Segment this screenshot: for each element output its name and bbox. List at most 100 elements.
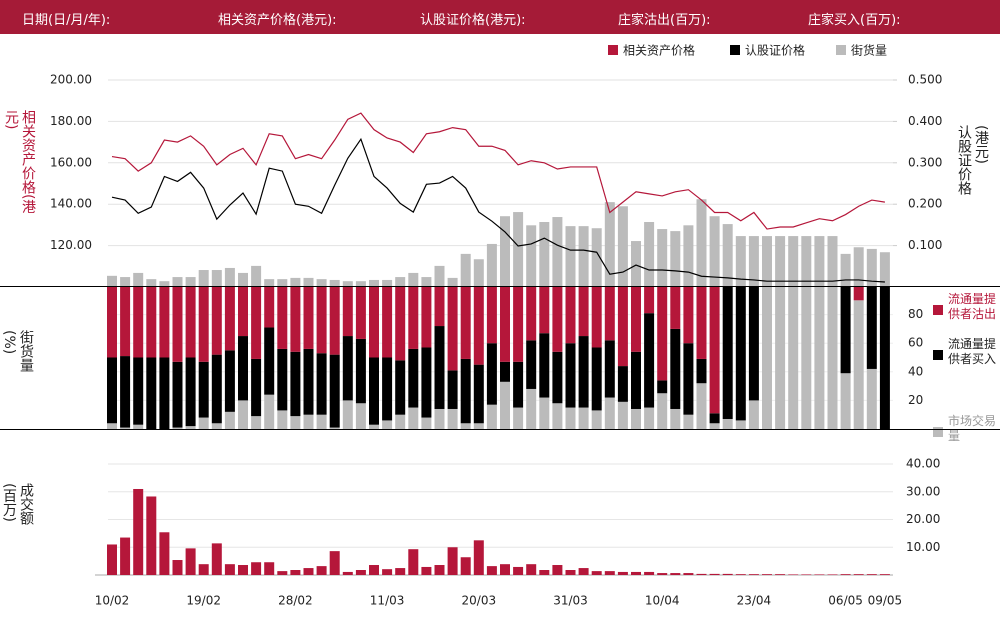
stacked-bar <box>696 383 707 429</box>
stacked-bar <box>264 327 275 395</box>
stacked-bar <box>316 353 327 415</box>
bar <box>369 279 379 287</box>
stacked-bar <box>185 426 196 429</box>
x-tick-label: 23/04 <box>737 594 772 608</box>
y2-axis-label: 认股证价格(港元) <box>956 125 989 195</box>
stacked-bar <box>565 286 576 344</box>
bar <box>644 222 655 287</box>
bar <box>277 571 288 575</box>
bar <box>722 573 733 575</box>
stacked-bar <box>604 286 615 341</box>
stacked-bar <box>486 286 497 344</box>
x-tick-label: 28/02 <box>278 594 313 608</box>
bar <box>578 568 589 575</box>
bar <box>290 570 301 575</box>
bar <box>133 272 144 287</box>
y2-tick-label: 0.300 <box>908 155 942 169</box>
bar <box>748 236 759 287</box>
stacked-bar <box>316 414 327 429</box>
stacked-bar <box>814 286 825 429</box>
stacked-bar <box>342 400 353 429</box>
stacked-bar <box>120 427 131 429</box>
bar <box>172 560 183 575</box>
bar <box>120 537 131 575</box>
stacked-bar <box>552 286 563 352</box>
stacked-bar <box>434 408 445 429</box>
bar <box>683 573 694 575</box>
stacked-bar <box>224 286 235 351</box>
stacked-bar <box>500 286 510 362</box>
bar <box>434 565 445 575</box>
stacked-bar <box>264 394 275 429</box>
bar <box>788 574 799 575</box>
legend-label: 街货量 <box>851 43 887 58</box>
stacked-bar <box>421 417 432 429</box>
bar <box>788 236 799 287</box>
stacked-bar <box>591 347 602 411</box>
stacked-bar <box>408 348 419 408</box>
stacked-bar <box>460 423 471 429</box>
stacked-bar <box>224 411 235 429</box>
legend-swatch <box>608 45 618 55</box>
bar <box>460 557 471 575</box>
stacked-bar <box>159 286 170 358</box>
bar <box>473 259 484 287</box>
stacked-bar <box>107 286 117 358</box>
stacked-bar <box>735 286 746 421</box>
legend-swatch <box>933 427 943 437</box>
y-tick-label: 40 <box>908 364 923 378</box>
stacked-bar <box>722 286 733 419</box>
stacked-bar <box>696 286 707 359</box>
bar <box>762 236 772 287</box>
y-axis-label: 相关资产价格(港元) <box>3 110 36 214</box>
stacked-bar <box>369 357 379 425</box>
line <box>111 112 885 230</box>
stacked-bar <box>447 408 458 429</box>
legend-swatch <box>933 350 943 360</box>
bar <box>473 540 484 575</box>
bar <box>421 277 432 287</box>
bar <box>617 206 628 287</box>
y-tick-label: 120.00 <box>50 238 92 252</box>
bar <box>840 253 851 287</box>
stacked-bar <box>198 361 209 418</box>
bar <box>670 231 681 287</box>
y-tick-label: 20.00 <box>906 512 940 526</box>
stacked-bar <box>355 338 366 404</box>
bar <box>879 252 890 287</box>
stacked-bar <box>329 286 340 355</box>
stacked-bar <box>644 407 655 429</box>
bar <box>814 574 825 575</box>
bar <box>748 574 759 575</box>
bar <box>198 564 209 575</box>
stacked-bar <box>866 368 877 429</box>
stacked-bar <box>238 286 248 337</box>
bar <box>631 571 641 575</box>
stacked-bar <box>251 358 262 417</box>
stacked-bar <box>395 360 406 415</box>
stacked-bar <box>434 286 445 327</box>
bar <box>382 279 393 287</box>
stacked-bar <box>539 333 550 398</box>
stacked-bar <box>421 347 432 418</box>
stacked-bar <box>683 286 694 344</box>
stacked-bar <box>840 373 851 429</box>
bar <box>814 236 825 287</box>
bar <box>879 574 890 575</box>
stacked-bar <box>172 427 183 429</box>
stacked-bar <box>329 427 340 429</box>
bar <box>696 199 707 287</box>
y-axis-label: 街货量(%) <box>1 330 34 372</box>
stacked-bar <box>133 424 144 429</box>
legend-swatch <box>730 45 740 55</box>
legend-label: 认股证价格 <box>745 43 805 58</box>
x-tick-label: 11/03 <box>370 594 405 608</box>
bar <box>251 265 262 287</box>
bar <box>107 275 117 287</box>
bar <box>447 277 458 287</box>
bar <box>421 566 432 575</box>
stacked-bar <box>316 286 327 354</box>
stacked-bar <box>303 414 314 429</box>
stacked-bar <box>303 286 314 349</box>
bar <box>198 270 209 287</box>
